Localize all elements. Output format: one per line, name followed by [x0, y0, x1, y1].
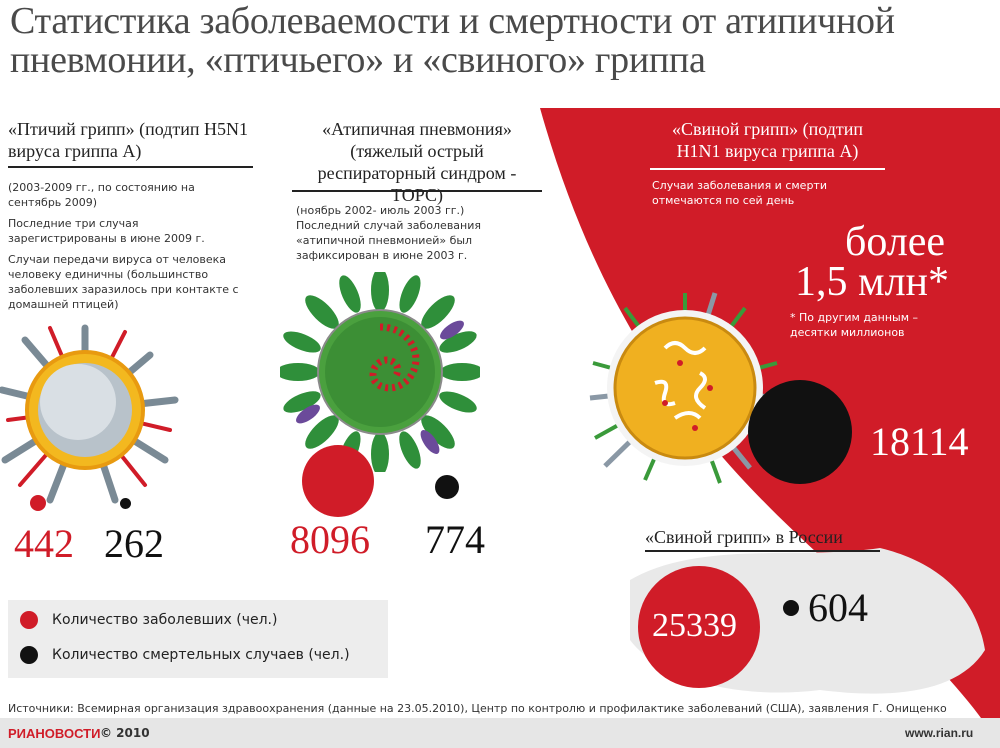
bird-flu-period: (2003-2009 гг., по состоянию на сентябрь…: [8, 181, 195, 209]
sars-note: (ноябрь 2002- июль 2003 гг.) Последний с…: [296, 204, 481, 262]
bird-flu-note1: Последние три случая зарегистрированы в …: [8, 217, 205, 245]
swine-flu-footnote: * По другим данным – десятки миллионов: [790, 311, 919, 339]
bird-flu-cases-value: 442: [14, 521, 74, 566]
sources-text: Источники: Всемирная организация здравоо…: [8, 702, 947, 715]
russia-heading: «Свиной грипп» в России: [645, 527, 843, 547]
brand-logo: РИАНОВОСТИ: [8, 726, 101, 741]
site-url[interactable]: www.rian.ru: [905, 726, 974, 740]
swine-flu-deaths-circle: [748, 380, 852, 484]
page-title: Статистика заболеваемости и смертности о…: [10, 0, 895, 81]
sars-cases-value: 8096: [290, 517, 370, 562]
legend-cases-label: Количество заболевших (чел.): [52, 612, 278, 628]
swine-flu-heading: «Свиной грипп» (подтип H1N1 вируса грипп…: [671, 119, 864, 161]
swine-flu-rule: [650, 168, 885, 170]
legend-deaths-label: Количество смертельных случаев (чел.): [52, 647, 350, 663]
swine-flu-deaths-value: 18114: [870, 419, 969, 464]
russia-cases-value: 25339: [652, 607, 737, 644]
russia-deaths-dot: [783, 600, 799, 616]
h5n1-virus-image: [0, 324, 179, 504]
sars-heading: «Атипичная пневмония» (тяжелый острый ре…: [317, 119, 517, 205]
h1n1-virus-image: [589, 292, 781, 484]
sars-virus-image: [280, 272, 480, 472]
bird-flu-heading: «Птичий грипп» (подтип H5N1 вируса грипп…: [8, 119, 248, 161]
bird-flu-rule: [8, 166, 253, 168]
sars-cases-circle: [302, 445, 374, 517]
sars-deaths-dot: [435, 475, 459, 499]
swine-flu-cases-line2: 1,5 млн*: [795, 259, 950, 305]
bird-flu-deaths-dot: [120, 498, 131, 509]
russia-cases-circle: [638, 566, 760, 688]
sars-deaths-value: 774: [425, 517, 485, 562]
bird-flu-cases-dot: [30, 495, 46, 511]
footer-bar: [0, 718, 1000, 748]
legend-box: [8, 600, 388, 678]
swine-flu-note: Случаи заболевания и смерти отмечаются п…: [652, 179, 827, 207]
legend-deaths-dot: [20, 646, 38, 664]
bird-flu-notes: (2003-2009 гг., по состоянию на сентябрь…: [8, 180, 248, 318]
sars-rule: [292, 190, 542, 192]
bird-flu-note2: Случаи передачи вируса от человека челов…: [8, 253, 239, 311]
russia-rule: [645, 550, 880, 552]
legend-cases-dot: [20, 611, 38, 629]
copyright-text: © 2010: [100, 726, 150, 740]
bird-flu-deaths-value: 262: [104, 521, 164, 566]
russia-deaths-value: 604: [808, 585, 868, 630]
swine-flu-cases-line1: более: [845, 219, 946, 265]
